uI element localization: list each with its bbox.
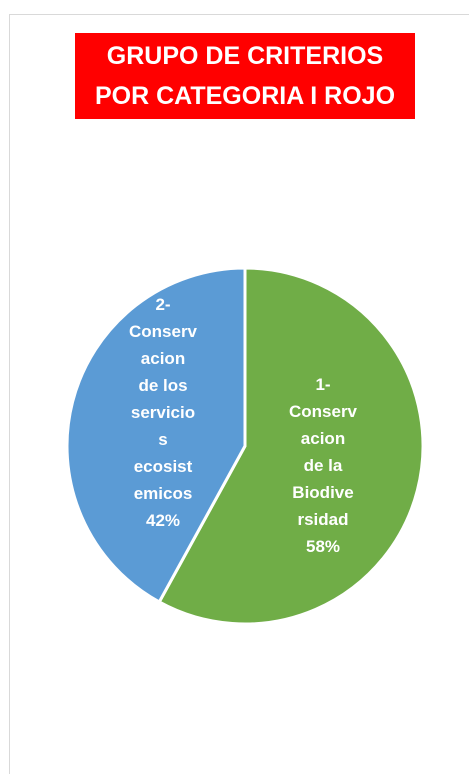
slice-label-line: 58%: [306, 537, 340, 556]
slice-label-line: servicio: [131, 403, 195, 422]
slice-label-line: Conserv: [129, 322, 198, 341]
chart-title-line-1: GRUPO DE CRITERIOS: [106, 42, 384, 70]
chart-title-line-2: POR CATEGORIA I ROJO: [94, 82, 396, 110]
slice-label-line: acion: [141, 349, 185, 368]
label-conservacion-biodiversidad: 1- Conserv acion de la Biodive rsidad 58%: [289, 375, 358, 556]
slice-label-line: Conserv: [289, 402, 358, 421]
chart-title: GRUPO DE CRITERIOS POR CATEGORIA I ROJO: [75, 33, 415, 119]
slice-label-line: ecosist: [134, 457, 193, 476]
slice-conservacion-biodiversidad: [157, 266, 425, 626]
slice-label-line: rsidad: [297, 510, 348, 529]
slice-label-line: Biodive: [292, 483, 353, 502]
slice-label-line: 2-: [155, 295, 170, 314]
slice-label-line: emicos: [134, 484, 193, 503]
slice-label-line: de los: [138, 376, 187, 395]
slice-label-line: 42%: [146, 511, 180, 530]
slice-label-line: acion: [301, 429, 345, 448]
slice-label-line: s: [158, 430, 167, 449]
label-conservacion-servicios-ecosistemicos: 2- Conserv acion de los servicio s ecosist emic…: [129, 295, 198, 530]
slice-label-line: 1-: [315, 375, 330, 394]
slice-label-line: de la: [304, 456, 343, 475]
slice-conservacion-servicios-ecosistemicos: [65, 266, 247, 605]
